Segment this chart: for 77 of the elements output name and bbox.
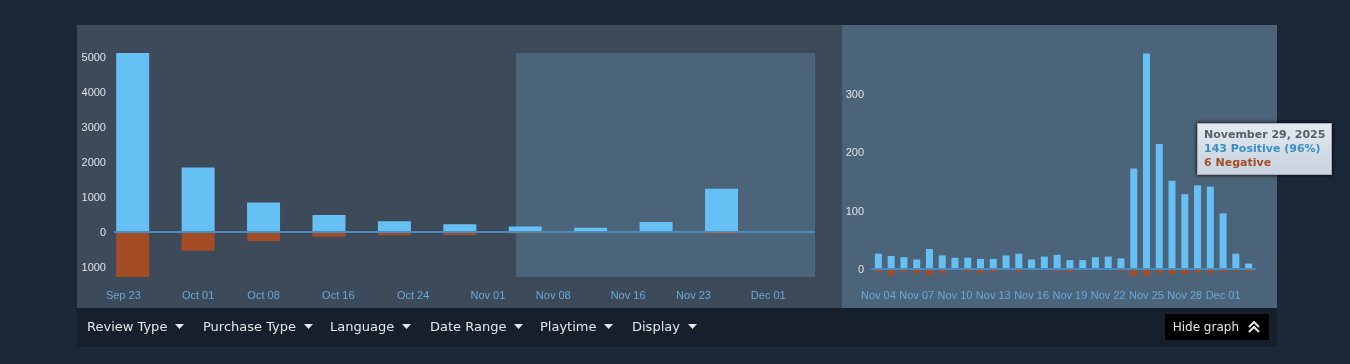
text: Hide graph — [1172, 320, 1239, 334]
bar — [1015, 253, 1023, 269]
y-tick-label: 300 — [845, 87, 864, 100]
x-tick-label: Nov 28 — [1167, 288, 1203, 301]
bar — [1040, 256, 1048, 269]
bar — [1104, 256, 1112, 269]
bar — [1232, 253, 1240, 269]
x-tick-label: Nov 07 — [899, 288, 935, 301]
bar — [705, 188, 739, 232]
bar — [181, 167, 215, 232]
bar — [377, 221, 411, 232]
bar — [1079, 260, 1087, 269]
y-tick-label: 3000 — [81, 120, 106, 133]
bar — [1155, 144, 1163, 269]
y-tick-label: 0 — [99, 225, 106, 238]
bar — [639, 222, 673, 232]
x-tick-label: Nov 08 — [535, 288, 571, 301]
bar — [1117, 258, 1125, 269]
x-tick-label: Nov 01 — [470, 288, 506, 301]
x-tick-label: Nov 22 — [1090, 288, 1126, 301]
bar — [1219, 213, 1227, 269]
x-tick-label: Nov 25 — [1129, 288, 1164, 301]
bar — [1053, 254, 1061, 269]
bar — [181, 231, 215, 251]
x-tick-label: Oct 16 — [322, 288, 355, 301]
x-tick-label: Oct 01 — [181, 288, 215, 301]
bar — [951, 257, 959, 269]
annotation: 6 Negative — [1204, 156, 1273, 170]
x-tick-label: Oct 24 — [396, 288, 430, 301]
x-tick-label: Oct 08 — [247, 288, 280, 301]
bar — [938, 255, 946, 269]
annotation: 143 Positive (96%) — [1204, 142, 1322, 156]
text: Language — [330, 319, 395, 334]
text: Date Range — [430, 319, 507, 334]
text: Playtime — [540, 319, 597, 334]
bar — [312, 215, 346, 232]
y-tick-label: 5000 — [81, 50, 106, 63]
bar — [1130, 168, 1138, 269]
text: Review Type — [87, 319, 168, 334]
bar — [1194, 185, 1202, 269]
bar — [874, 253, 882, 269]
x-tick-label: Nov 10 — [937, 288, 973, 301]
bar — [989, 258, 997, 269]
bar — [1066, 260, 1074, 269]
x-tick-label: Nov 16 — [1014, 288, 1050, 301]
x-tick-label: Nov 23 — [676, 288, 711, 301]
y-tick-label: 2000 — [81, 155, 106, 168]
bar — [116, 53, 150, 232]
bar — [964, 257, 972, 269]
x-tick-label: Dec 01 — [1205, 288, 1241, 301]
y-tick-label: 100 — [845, 204, 864, 217]
x-tick-label: Sep 23 — [105, 288, 141, 301]
y-tick-label: 1000 — [81, 190, 106, 203]
bar — [116, 231, 150, 277]
bar — [1206, 186, 1214, 269]
annotation: November 29, 2025 — [1204, 128, 1326, 142]
x-tick-label: Nov 04 — [860, 288, 896, 301]
y-tick-label: 0 — [857, 262, 864, 275]
bar — [1168, 180, 1176, 269]
bar — [1091, 257, 1099, 269]
bar — [1142, 53, 1150, 269]
y-tick-label: 4000 — [81, 85, 106, 98]
bar — [247, 202, 281, 232]
y-tick-label: 1000 — [81, 260, 106, 273]
bar — [887, 256, 895, 269]
x-tick-label: Nov 19 — [1052, 288, 1088, 301]
bar — [900, 257, 908, 269]
bar — [925, 249, 933, 269]
bar — [977, 258, 985, 269]
text: Display — [632, 319, 680, 334]
x-tick-label: Nov 13 — [975, 288, 1011, 301]
bar — [1002, 255, 1010, 269]
x-tick-label: Nov 16 — [610, 288, 646, 301]
x-tick-label: Dec 01 — [750, 288, 786, 301]
y-tick-label: 200 — [845, 146, 864, 159]
text: Purchase Type — [203, 319, 297, 334]
bar — [1181, 194, 1189, 269]
